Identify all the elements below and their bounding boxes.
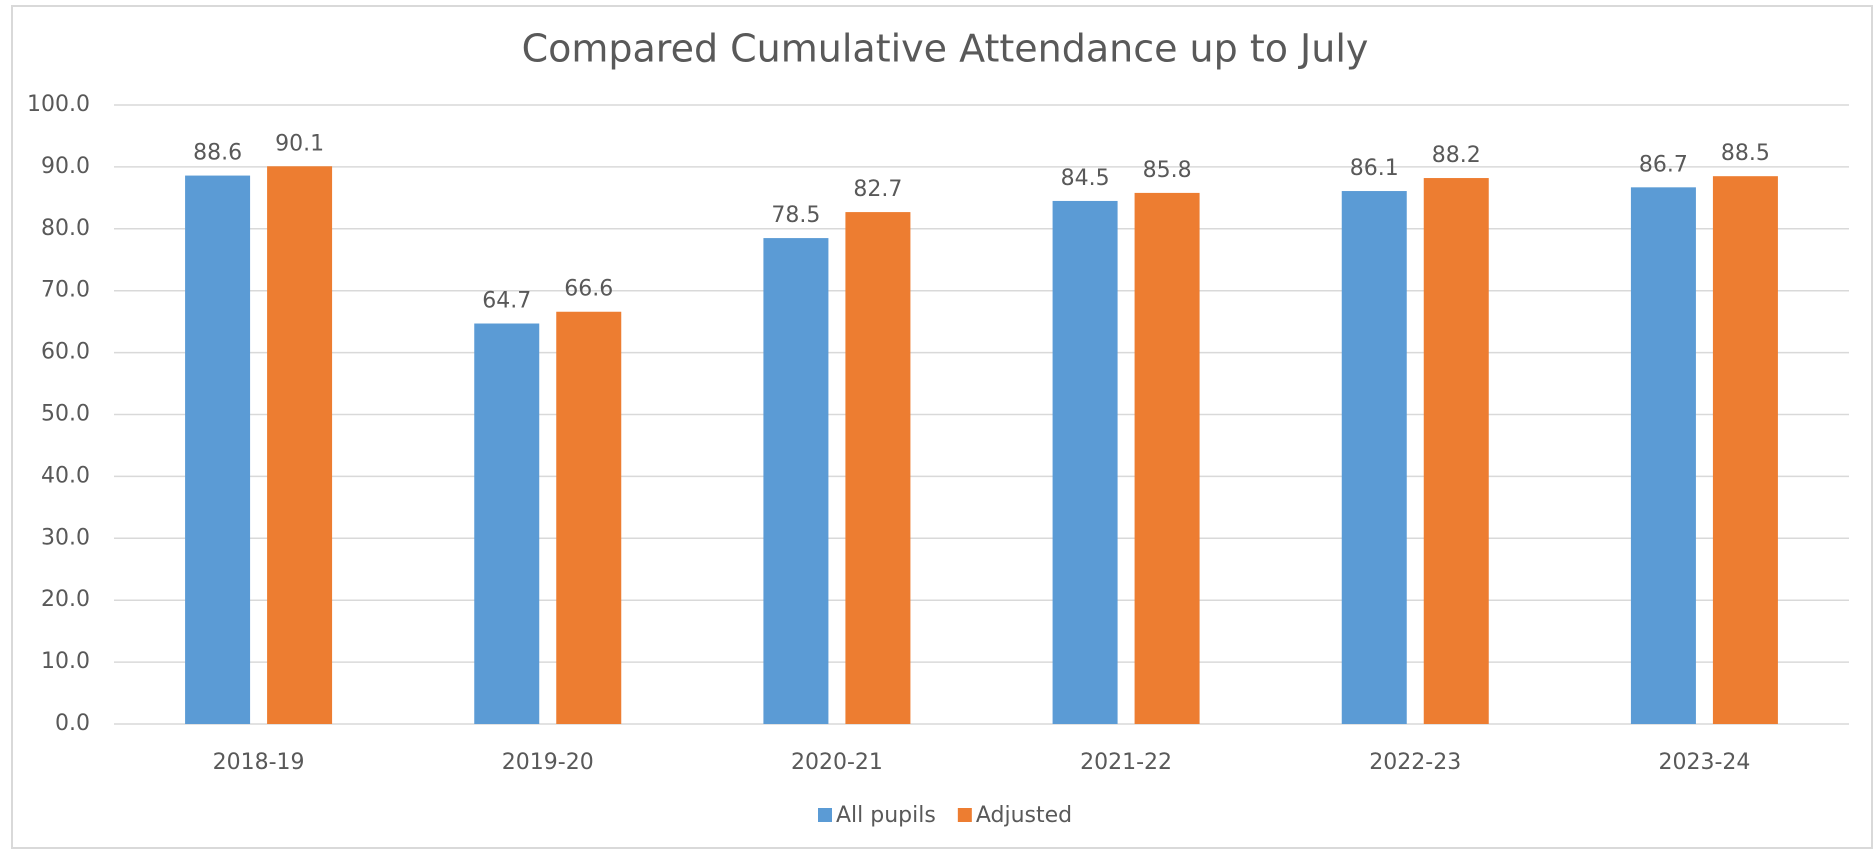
x-tick-label: 2023-24 bbox=[1658, 750, 1750, 775]
y-tick-label: 20.0 bbox=[41, 587, 90, 612]
value-label: 88.6 bbox=[193, 141, 242, 166]
chart-title: Compared Cumulative Attendance up to Jul… bbox=[522, 27, 1369, 71]
bar bbox=[1712, 176, 1778, 724]
y-tick-label: 70.0 bbox=[41, 278, 90, 303]
y-tick-label: 10.0 bbox=[41, 649, 90, 674]
legend-label: Adjusted bbox=[976, 803, 1072, 828]
x-tick-label: 2019-20 bbox=[502, 750, 594, 775]
y-tick-label: 80.0 bbox=[41, 216, 90, 241]
bar bbox=[1341, 191, 1407, 724]
value-label: 82.7 bbox=[853, 177, 902, 202]
value-label: 66.6 bbox=[564, 277, 613, 302]
bar bbox=[1134, 192, 1200, 724]
bar bbox=[1423, 178, 1489, 725]
bar bbox=[763, 238, 829, 724]
value-label: 86.7 bbox=[1639, 152, 1688, 177]
bar bbox=[267, 166, 333, 724]
legend-label: All pupils bbox=[836, 803, 936, 828]
legend-swatch bbox=[818, 808, 832, 822]
value-label: 64.7 bbox=[482, 289, 531, 314]
value-label: 85.8 bbox=[1143, 158, 1192, 183]
value-label: 88.5 bbox=[1721, 141, 1770, 166]
bar bbox=[1630, 187, 1696, 724]
legend-swatch bbox=[957, 808, 972, 822]
bar bbox=[845, 212, 911, 724]
x-tick-label: 2021-22 bbox=[1080, 750, 1172, 775]
value-label: 86.1 bbox=[1350, 156, 1399, 181]
value-label: 78.5 bbox=[771, 203, 820, 228]
y-tick-label: 30.0 bbox=[41, 525, 90, 550]
bar bbox=[556, 311, 622, 724]
x-tick-label: 2020-21 bbox=[791, 750, 883, 775]
y-tick-label: 60.0 bbox=[41, 340, 90, 365]
y-tick-label: 100.0 bbox=[27, 92, 90, 117]
y-tick-label: 0.0 bbox=[55, 711, 90, 736]
y-tick-label: 40.0 bbox=[41, 463, 90, 488]
bar bbox=[1052, 200, 1118, 724]
bar bbox=[474, 323, 540, 724]
x-tick-label: 2022-23 bbox=[1369, 750, 1461, 775]
y-tick-label: 90.0 bbox=[41, 154, 90, 179]
value-label: 90.1 bbox=[275, 131, 324, 156]
y-tick-label: 50.0 bbox=[41, 402, 90, 427]
value-label: 84.5 bbox=[1061, 166, 1110, 191]
value-label: 88.2 bbox=[1432, 143, 1481, 168]
bar bbox=[185, 175, 251, 725]
x-tick-label: 2018-19 bbox=[213, 750, 305, 775]
